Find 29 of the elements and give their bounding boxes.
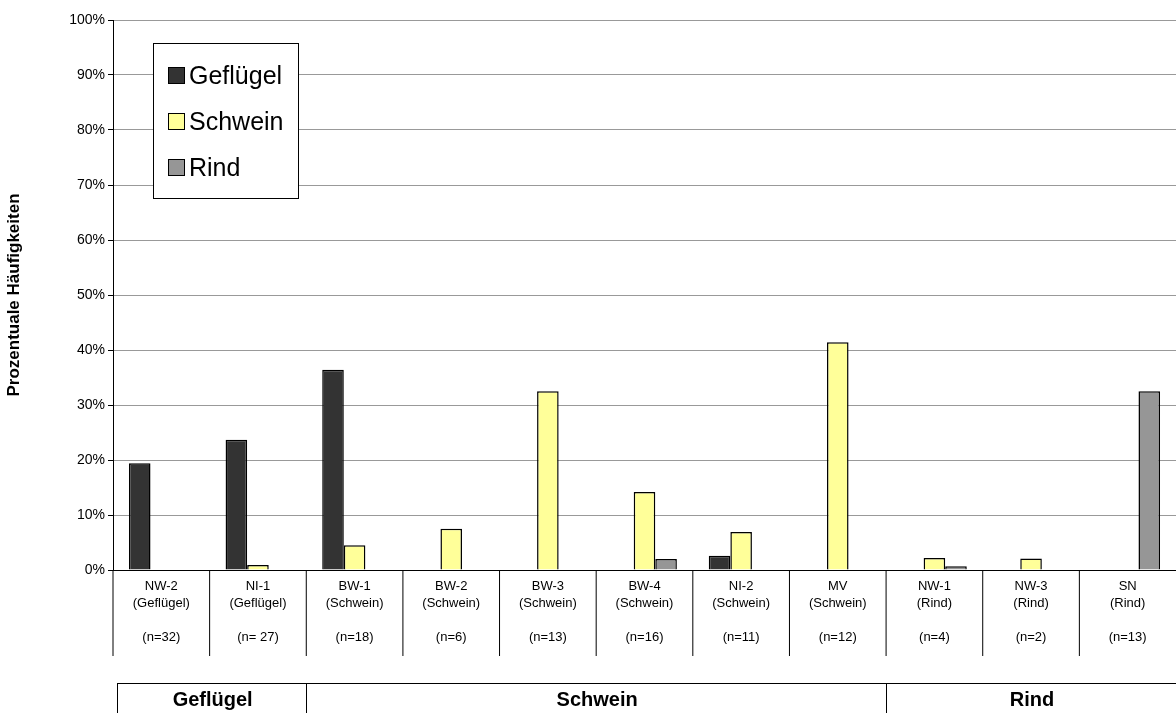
legend-label: Schwein: [189, 106, 284, 136]
category-label: BW-3 (Schwein) (n=13): [518, 578, 577, 644]
text: Rind: [886, 683, 1176, 713]
y-tick-label: 90%: [76, 65, 105, 82]
category-label: NW-2 (Geflügel) (n=32): [132, 578, 190, 644]
y-tick-label: 30%: [76, 395, 105, 412]
category-label: NI-1 (Geflügel) (n= 27): [229, 578, 287, 644]
category-label: BW-1 (Schwein) (n=18): [325, 578, 384, 644]
category-label: SN (Rind) (n=13): [1108, 578, 1147, 644]
y-tick-label: 60%: [76, 230, 105, 247]
category-label: NW-1 (Rind) (n=4): [916, 578, 953, 644]
y-tick-label: 70%: [76, 175, 105, 192]
y-tick-label: 20%: [76, 450, 105, 467]
category-label: NW-3 (Rind) (n=2): [1013, 578, 1049, 644]
legend-label: Geflügel: [189, 60, 283, 90]
category-label: NI-2 (Schwein) (n=11): [712, 578, 771, 644]
y-tick-label: 40%: [76, 340, 105, 357]
text: Schwein: [306, 683, 888, 713]
category-label: BW-4 (Schwein) (n=16): [615, 578, 674, 644]
text: Geflügel: [117, 683, 308, 713]
category-label: MV (Schwein) (n=12): [808, 578, 867, 644]
y-tick-label: 0%: [84, 560, 105, 577]
y-axis-title: Prozentuale Häufigkeiten: [3, 193, 23, 397]
category-label: BW-2 (Schwein) (n=6): [422, 578, 481, 644]
y-tick-label: 100%: [69, 10, 105, 27]
legend-label: Rind: [189, 152, 241, 182]
y-tick-label: 50%: [76, 285, 105, 302]
y-tick-label: 10%: [76, 505, 105, 522]
y-tick-label: 80%: [76, 120, 105, 137]
